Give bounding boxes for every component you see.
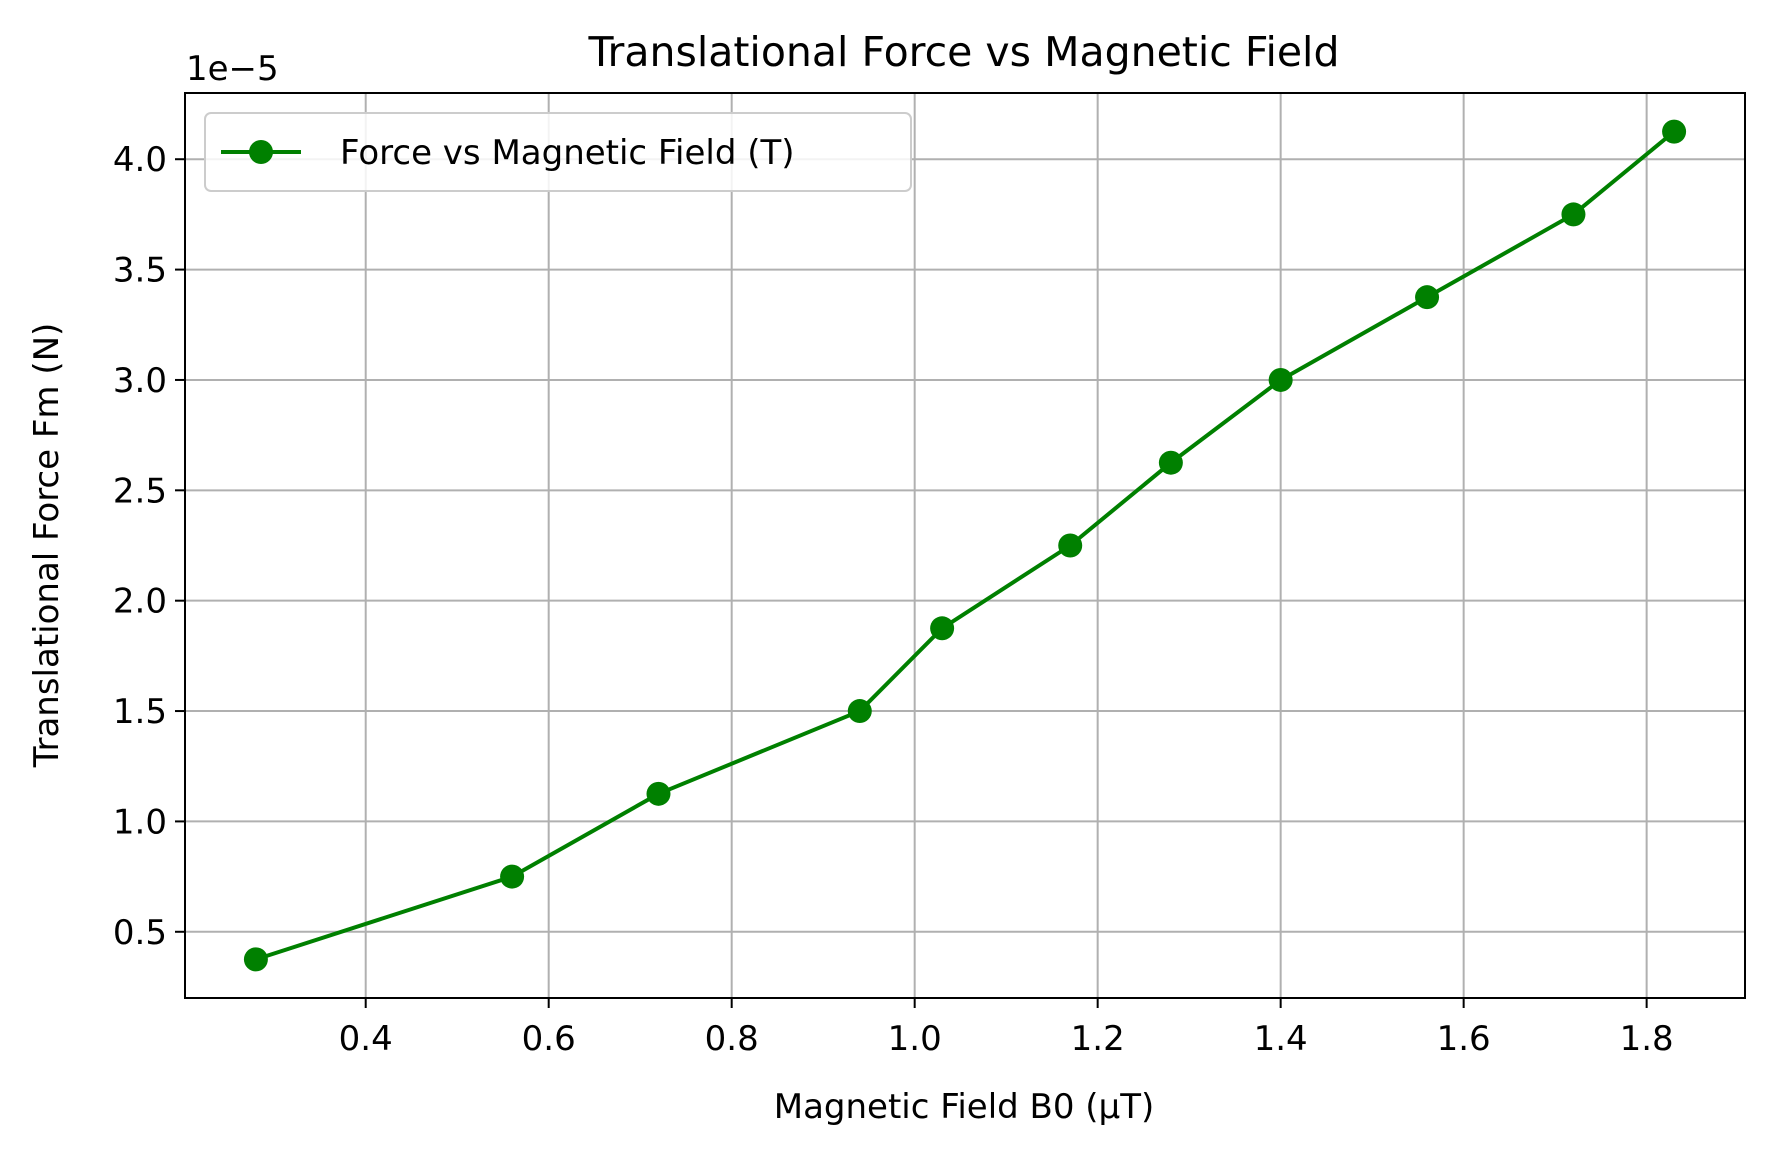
data-point: [1561, 202, 1586, 227]
x-tick-label: 1.8: [1620, 1019, 1674, 1059]
x-tick-label: 0.8: [705, 1019, 759, 1059]
x-axis-ticks: 0.4 0.6 0.8 1.0 1.2 1.4 1.6 1.8: [339, 998, 1674, 1059]
y-tick-label: 1.5: [113, 692, 167, 732]
legend-label: Force vs Magnetic Field (T): [340, 133, 795, 173]
grid: [185, 93, 1745, 998]
data-point: [1662, 119, 1687, 144]
data-point: [1158, 450, 1183, 475]
x-tick-label: 1.6: [1437, 1019, 1491, 1059]
legend-box: [204, 112, 912, 192]
y-tick-label: 3.0: [113, 361, 167, 401]
data-point: [243, 947, 268, 972]
data-point: [847, 699, 872, 724]
x-tick-label: 0.6: [522, 1019, 576, 1059]
chart-title: Translational Force vs Magnetic Field: [588, 28, 1340, 76]
x-tick-label: 1.2: [1071, 1019, 1125, 1059]
x-tick-label: 1.0: [888, 1019, 942, 1059]
y-tick-label: 1.0: [113, 802, 167, 842]
y-axis-label: Translational Force Fm (N): [27, 323, 67, 769]
plot-area: [184, 92, 1746, 999]
legend-marker-swatch: [249, 140, 273, 164]
data-point: [1415, 285, 1440, 310]
data-point: [646, 781, 671, 806]
plot-frame: [184, 92, 1746, 999]
y-axis-offset-label: 1e−5: [186, 49, 279, 89]
x-tick-label: 1.4: [1254, 1019, 1308, 1059]
data-point: [500, 864, 525, 889]
y-axis-ticks: 0.5 1.0 1.5 2.0 2.5 3.0 3.5 4.0: [113, 140, 185, 953]
x-axis-label: Magnetic Field B0 (μT): [774, 1087, 1154, 1127]
data-point: [930, 616, 955, 641]
plot-background: [185, 93, 1745, 998]
series-layer: [243, 119, 1687, 972]
data-point: [1268, 367, 1293, 392]
y-tick-label: 2.5: [113, 471, 167, 511]
y-tick-label: 4.0: [113, 140, 167, 180]
y-tick-label: 2.0: [113, 582, 167, 622]
y-tick-label: 0.5: [113, 913, 167, 953]
y-tick-label: 3.5: [113, 251, 167, 291]
x-tick-label: 0.4: [339, 1019, 393, 1059]
legend: Force vs Magnetic Field (T): [204, 112, 912, 192]
data-point: [1058, 533, 1083, 558]
